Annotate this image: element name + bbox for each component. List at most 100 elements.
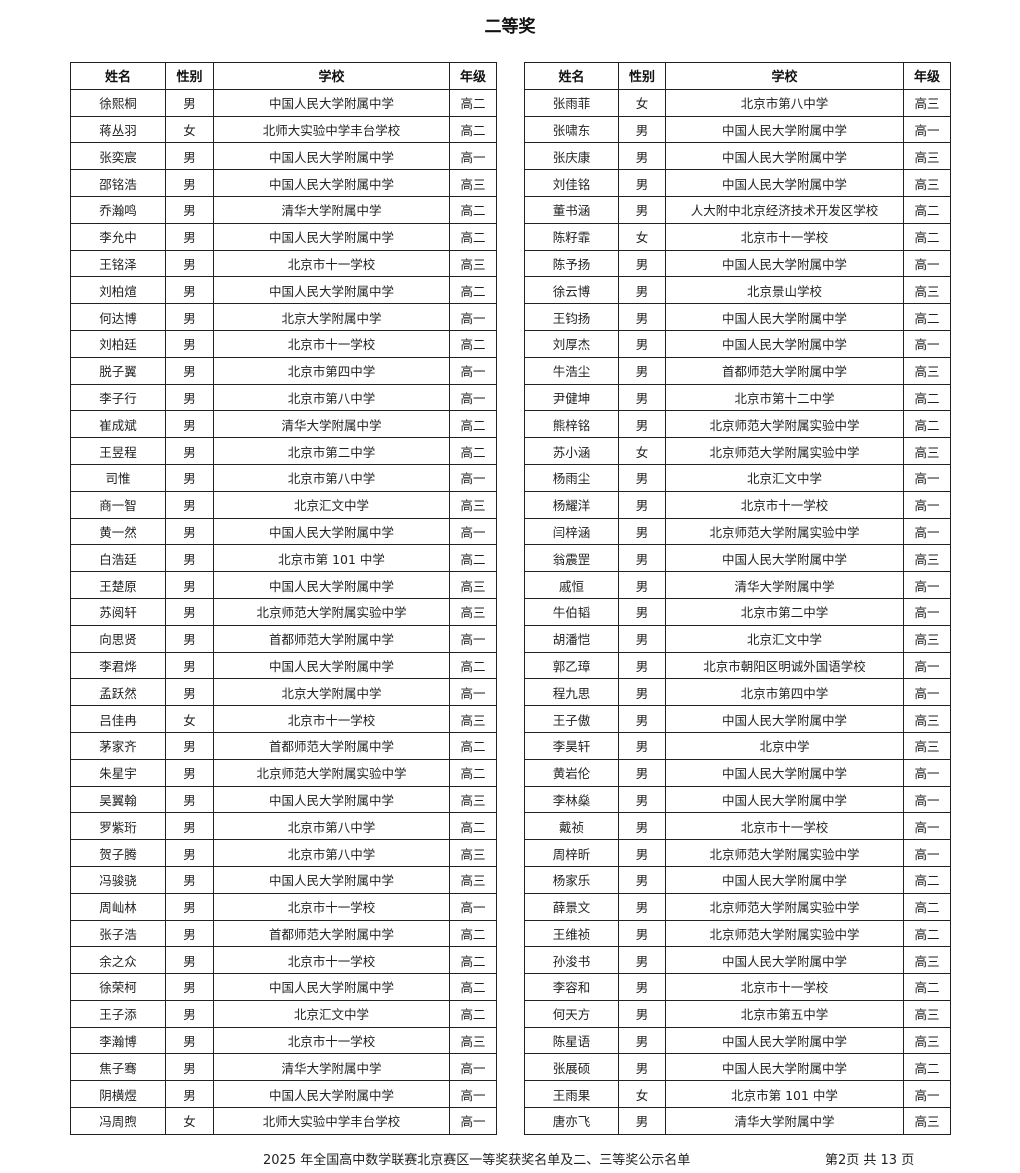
cell-gender: 男 bbox=[165, 544, 214, 573]
table-row: 邵铭浩男中国人民大学附属中学 高三 bbox=[70, 169, 497, 197]
cell-grade: 高一 bbox=[903, 812, 951, 841]
header-grade: 年级 bbox=[903, 62, 951, 90]
cell-school: 北京大学附属中学 bbox=[213, 678, 450, 707]
cell-school: 中国人民大学附属中学 bbox=[213, 169, 450, 197]
cell-gender: 男 bbox=[618, 651, 666, 680]
table-row: 杨家乐男中国人民大学附属中学 高二 bbox=[524, 865, 951, 894]
cell-school: 中国人民大学附属中学 bbox=[213, 142, 450, 171]
cell-gender: 男 bbox=[618, 865, 666, 894]
cell-name: 向思贤 bbox=[70, 624, 166, 653]
cell-gender: 男 bbox=[618, 1053, 666, 1082]
cell-grade: 高三 bbox=[449, 597, 497, 626]
cell-school: 北京市第十二中学 bbox=[665, 383, 904, 412]
cell-name: 王钧扬 bbox=[524, 303, 619, 331]
cell-grade: 高一 bbox=[903, 249, 951, 278]
table-row: 冯周煦女北师大实验中学丰台学校 高一 bbox=[70, 1107, 497, 1135]
table-row: 朱星宇男北京师范大学附属实验中学 高二 bbox=[70, 758, 497, 787]
cell-gender: 男 bbox=[165, 437, 214, 465]
cell-grade: 高一 bbox=[903, 758, 951, 787]
header-grade: 年级 bbox=[449, 62, 497, 90]
table-row: 吴翼翰男中国人民大学附属中学 高三 bbox=[70, 785, 497, 814]
cell-school: 北京市第四中学 bbox=[213, 356, 450, 385]
cell-grade: 高三 bbox=[449, 490, 497, 519]
cell-grade: 高二 bbox=[903, 892, 951, 921]
table-row: 杨耀洋男北京市十一学校 高一 bbox=[524, 490, 951, 519]
cell-school: 中国人民大学附属中学 bbox=[665, 169, 904, 197]
cell-grade: 高三 bbox=[449, 865, 497, 894]
cell-gender: 男 bbox=[618, 329, 666, 358]
table-row: 罗紫珩男北京市第八中学 高二 bbox=[70, 812, 497, 841]
cell-name: 徐熙桐 bbox=[70, 88, 166, 117]
cell-gender: 男 bbox=[165, 1080, 214, 1109]
cell-name: 黄一然 bbox=[70, 517, 166, 546]
table-row: 李瀚博男北京市十一学校 高三 bbox=[70, 1026, 497, 1055]
cell-grade: 高二 bbox=[449, 437, 497, 465]
cell-school: 北师大实验中学丰台学校 bbox=[213, 115, 450, 144]
cell-school: 北京市十一学校 bbox=[665, 222, 904, 251]
cell-name: 李瀚博 bbox=[70, 1026, 166, 1055]
cell-grade: 高三 bbox=[449, 785, 497, 814]
cell-grade: 高一 bbox=[449, 463, 497, 492]
cell-grade: 高二 bbox=[449, 919, 497, 948]
cell-grade: 高二 bbox=[903, 222, 951, 251]
cell-school: 北京市十一学校 bbox=[213, 705, 450, 733]
cell-school: 中国人民大学附属中学 bbox=[665, 115, 904, 144]
table-row: 王楚原男中国人民大学附属中学 高三 bbox=[70, 571, 497, 599]
cell-school: 中国人民大学附属中学 bbox=[665, 785, 904, 814]
cell-name: 吕佳冉 bbox=[70, 705, 166, 733]
cell-gender: 男 bbox=[165, 88, 214, 117]
cell-gender: 女 bbox=[165, 705, 214, 733]
cell-name: 陈予扬 bbox=[524, 249, 619, 278]
cell-school: 中国人民大学附属中学 bbox=[665, 544, 904, 573]
cell-gender: 男 bbox=[165, 946, 214, 975]
table-row: 徐熙桐男中国人民大学附属中学 高二 bbox=[70, 88, 497, 117]
table-row: 戚恒男清华大学附属中学 高一 bbox=[524, 571, 951, 599]
cell-school: 北京大学附属中学 bbox=[213, 303, 450, 331]
cell-grade: 高三 bbox=[903, 705, 951, 733]
cell-grade: 高二 bbox=[903, 410, 951, 439]
cell-name: 司惟 bbox=[70, 463, 166, 492]
cell-gender: 男 bbox=[165, 865, 214, 894]
cell-gender: 男 bbox=[165, 276, 214, 305]
footer-page-info: 第2页 共 13 页 bbox=[825, 1153, 915, 1168]
cell-grade: 高二 bbox=[903, 865, 951, 894]
cell-gender: 男 bbox=[618, 597, 666, 626]
cell-gender: 男 bbox=[618, 517, 666, 546]
cell-school: 中国人民大学附属中学 bbox=[665, 329, 904, 358]
cell-gender: 男 bbox=[618, 678, 666, 707]
cell-gender: 女 bbox=[618, 222, 666, 251]
cell-gender: 男 bbox=[618, 758, 666, 787]
cell-gender: 男 bbox=[165, 812, 214, 841]
cell-grade: 高二 bbox=[449, 731, 497, 760]
table-row: 陈星语男中国人民大学附属中学 高三 bbox=[524, 1026, 951, 1055]
table-row: 陈予扬男中国人民大学附属中学 高一 bbox=[524, 249, 951, 278]
cell-name: 尹健坤 bbox=[524, 383, 619, 412]
cell-grade: 高二 bbox=[903, 1053, 951, 1082]
cell-name: 余之众 bbox=[70, 946, 166, 975]
cell-school: 中国人民大学附属中学 bbox=[665, 249, 904, 278]
table-header-row: 姓名 性别 学校 年级 bbox=[70, 62, 497, 90]
award-table-right: 姓名 性别 学校 年级 张雨菲女北京市第八中学 高三 张啸东男中国人民大学附属中学高… bbox=[524, 62, 951, 1135]
cell-gender: 男 bbox=[165, 169, 214, 197]
cell-gender: 男 bbox=[165, 973, 214, 1001]
cell-grade: 高三 bbox=[903, 999, 951, 1028]
cell-school: 清华大学附属中学 bbox=[213, 195, 450, 224]
table-row: 闫梓涵男北京师范大学附属实验中学 高一 bbox=[524, 517, 951, 546]
cell-name: 张子浩 bbox=[70, 919, 166, 948]
cell-school: 中国人民大学附属中学 bbox=[665, 142, 904, 171]
cell-name: 陈星语 bbox=[524, 1026, 619, 1055]
cell-gender: 女 bbox=[618, 88, 666, 117]
cell-grade: 高一 bbox=[449, 142, 497, 171]
cell-name: 焦子骞 bbox=[70, 1053, 166, 1082]
cell-name: 戴祯 bbox=[524, 812, 619, 841]
cell-grade: 高一 bbox=[449, 383, 497, 412]
table-row: 蒋丛羽女北师大实验中学丰台学校 高二 bbox=[70, 115, 497, 144]
cell-name: 王楚原 bbox=[70, 571, 166, 599]
cell-grade: 高三 bbox=[903, 276, 951, 305]
cell-school: 中国人民大学附属中学 bbox=[665, 865, 904, 894]
cell-school: 北京汇文中学 bbox=[665, 624, 904, 653]
table-row: 王子傲男中国人民大学附属中学 高三 bbox=[524, 705, 951, 733]
table-row: 何天方男北京市第五中学 高三 bbox=[524, 999, 951, 1028]
cell-grade: 高一 bbox=[903, 678, 951, 707]
cell-school: 中国人民大学附属中学 bbox=[213, 651, 450, 680]
